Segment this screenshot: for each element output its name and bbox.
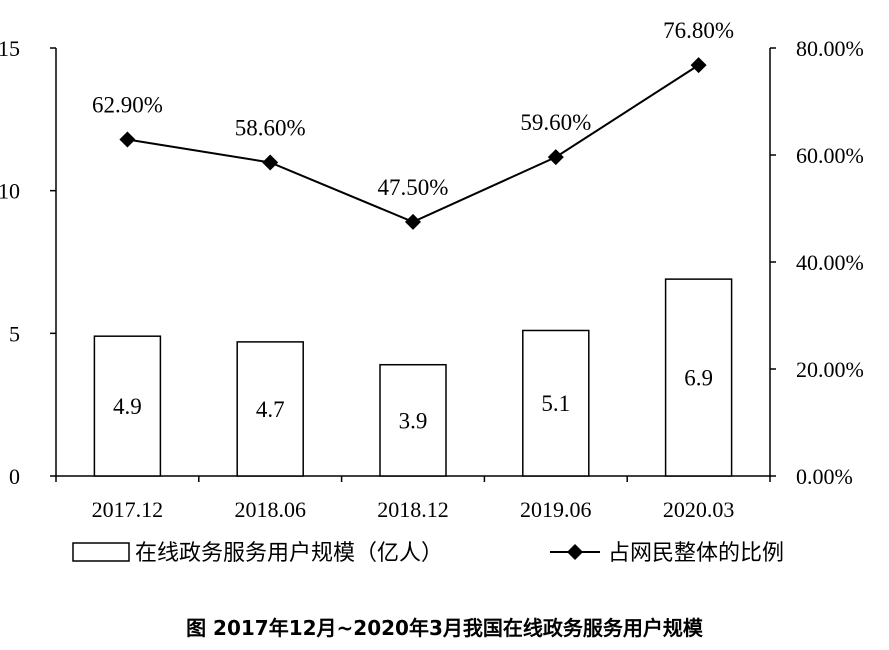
right-tick-label: 80.00% (796, 36, 864, 61)
bar (522, 329, 590, 477)
legend-bar-swatch (72, 542, 130, 562)
diamond-marker (262, 154, 279, 171)
right-tick-label: 60.00% (796, 143, 864, 168)
left-tick-label: 0 (9, 464, 20, 489)
ratio-value-label: 47.50% (378, 175, 449, 200)
ratio-value-label: 76.80% (663, 18, 734, 43)
diamond-marker (405, 213, 421, 230)
diamond-marker (690, 57, 707, 74)
diamond-marker (547, 149, 564, 166)
bar (93, 335, 162, 477)
bar (236, 341, 304, 477)
figure-caption: 图 2017年12月~2020年3月我国在线政务服务用户规模 (186, 616, 703, 640)
ratio-value-label: 58.60% (235, 115, 306, 140)
diamond-marker (119, 131, 136, 148)
x-tick-label: 2017.12 (92, 497, 164, 522)
x-tick-label: 2018.06 (234, 497, 306, 522)
legend-line-label: 占网民整体的比例 (608, 541, 784, 566)
left-tick-label: 10 (0, 179, 20, 204)
left-tick-label: 5 (9, 321, 20, 346)
bar-value-label: 4.9 (113, 394, 142, 419)
x-tick-label: 2018.12 (377, 497, 449, 522)
combo-chart: 0 5 10 15 0.00% 20.00% 40.00% 60.00% 80.00% 2017.… (0, 18, 864, 566)
x-tick-label: 2020.03 (663, 497, 735, 522)
ratio-value-label: 59.60% (520, 110, 591, 135)
axes: 0 5 10 15 0.00% 20.00% 40.00% 60.00% 80.00% 2017.… (0, 36, 864, 522)
ratio-line (119, 57, 707, 230)
bar-value-label: 4.7 (256, 397, 285, 422)
legend-diamond-marker (567, 544, 583, 560)
right-tick-label: 40.00% (796, 250, 864, 275)
right-tick-label: 20.00% (796, 357, 864, 382)
bar-value-label: 3.9 (399, 408, 428, 433)
data-labels: 4.9 4.7 3.9 5.1 6.9 62.90% 58.60% 47.50% 59.60% 7… (92, 18, 734, 433)
bar (379, 363, 447, 477)
ratio-value-label: 62.90% (92, 92, 163, 117)
bar (664, 278, 733, 477)
legend-bar-label: 在线政务服务用户规模（亿人） (135, 541, 443, 566)
left-tick-label: 15 (0, 36, 20, 61)
bar-value-label: 5.1 (541, 391, 570, 416)
right-tick-label: 0.00% (796, 464, 853, 489)
bars (93, 278, 733, 477)
x-tick-label: 2019.06 (520, 497, 592, 522)
legend: 在线政务服务用户规模（亿人） 占网民整体的比例 (72, 541, 784, 566)
bar-value-label: 6.9 (684, 366, 713, 391)
